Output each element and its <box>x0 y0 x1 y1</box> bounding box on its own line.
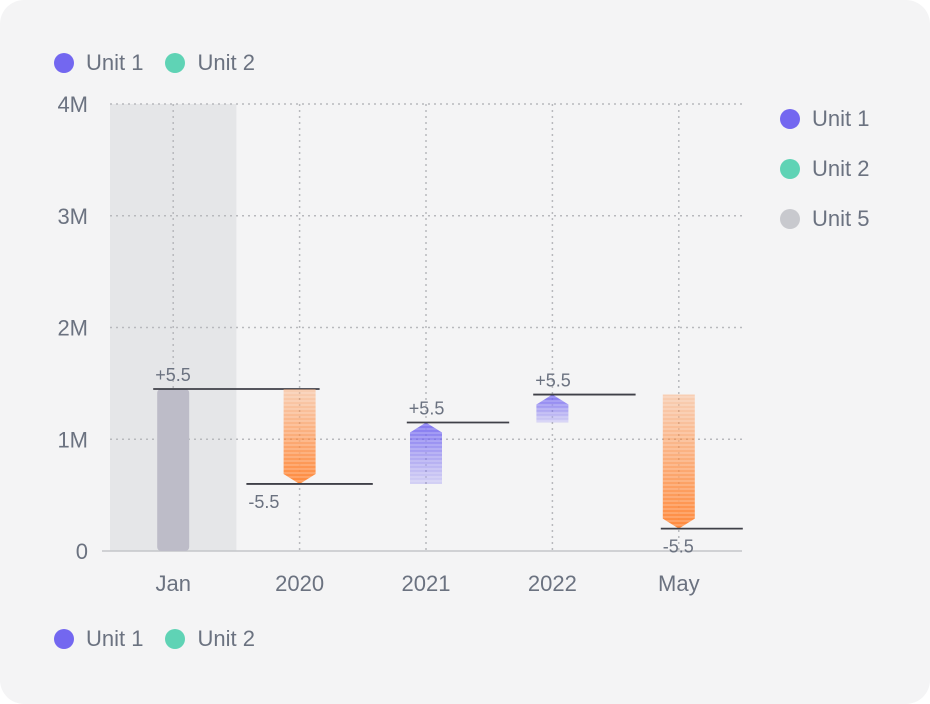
legend-label: Unit 2 <box>197 626 255 651</box>
legend-right-item[interactable]: Unit 1 <box>780 106 869 132</box>
bar-increase-stripes <box>410 422 442 484</box>
legend-dot-icon <box>165 53 186 73</box>
legend-right-item[interactable]: Unit 2 <box>780 156 869 182</box>
legend-dot-icon <box>54 53 74 73</box>
legend-right-item[interactable]: Unit 5 <box>780 206 869 232</box>
legend-label: Unit 1 <box>86 626 144 651</box>
legend-bottom-item[interactable]: Unit 2 <box>165 626 255 652</box>
y-tick-label: 3M <box>57 204 88 229</box>
x-tick-label: May <box>658 571 700 596</box>
legend-bottom: Unit 1 Unit 2 <box>54 626 255 652</box>
value-label: -5.5 <box>663 537 694 557</box>
legend-label: Unit 5 <box>812 206 870 231</box>
bar-decrease-stripes <box>283 388 316 484</box>
x-tick-label: 2020 <box>275 571 324 596</box>
legend-dot-icon <box>54 629 74 649</box>
legend-top-item[interactable]: Unit 1 <box>54 50 143 76</box>
y-tick-label: 2M <box>57 316 88 341</box>
bar-decrease-stripes <box>662 394 695 529</box>
legend-dot-icon <box>780 159 800 179</box>
legend-dot-icon <box>165 629 186 649</box>
x-tick-label: 2021 <box>402 571 451 596</box>
legend-label: Unit 2 <box>197 50 255 75</box>
value-label: -5.5 <box>248 492 279 512</box>
y-tick-label: 1M <box>57 427 88 452</box>
y-tick-label: 4M <box>57 92 88 117</box>
legend-top: Unit 1 Unit 2 <box>54 50 255 76</box>
value-label: +5.5 <box>409 398 445 418</box>
value-label: +5.5 <box>535 371 571 391</box>
value-label: +5.5 <box>155 365 191 385</box>
bar-total <box>157 388 190 551</box>
x-tick-label: 2022 <box>528 571 577 596</box>
legend-dot-icon <box>780 109 800 129</box>
legend-label: Unit 1 <box>812 106 870 131</box>
legend-bottom-item[interactable]: Unit 1 <box>54 626 143 652</box>
y-tick-label: 0 <box>76 539 88 564</box>
legend-dot-icon <box>780 209 800 229</box>
x-tick-label: Jan <box>155 571 190 596</box>
bar-increase-stripes <box>536 394 569 423</box>
legend-label: Unit 1 <box>86 50 144 75</box>
legend-right: Unit 1 Unit 2 Unit 5 <box>780 106 869 232</box>
legend-label: Unit 2 <box>812 156 870 181</box>
legend-top-item[interactable]: Unit 2 <box>165 50 255 76</box>
